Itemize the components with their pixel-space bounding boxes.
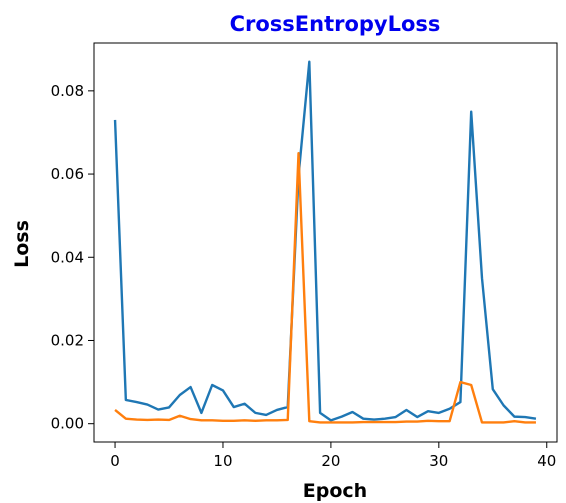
y-axis-ticks: 0.00 0.02 0.04 0.06 0.08 — [51, 82, 94, 433]
chart-title: CrossEntropyLoss — [230, 12, 441, 36]
y-tick-label: 0.06 — [51, 165, 84, 183]
x-tick-label: 10 — [213, 452, 232, 470]
x-tick-label: 30 — [429, 452, 448, 470]
y-axis-label: Loss — [11, 220, 33, 268]
x-axis-label: Epoch — [303, 480, 367, 502]
y-tick-label: 0.08 — [51, 82, 84, 100]
x-tick-label: 0 — [110, 452, 120, 470]
series-line-1 — [113, 60, 537, 422]
series-line-2 — [114, 152, 536, 424]
x-tick-label: 20 — [321, 452, 340, 470]
x-axis-ticks: 0 10 20 30 40 — [110, 442, 556, 470]
plot-lines — [113, 60, 537, 424]
y-tick-label: 0.00 — [51, 415, 84, 433]
y-tick-label: 0.04 — [51, 248, 84, 266]
plot-frame — [93, 42, 558, 443]
y-tick-label: 0.02 — [51, 331, 84, 349]
x-tick-label: 40 — [537, 452, 556, 470]
